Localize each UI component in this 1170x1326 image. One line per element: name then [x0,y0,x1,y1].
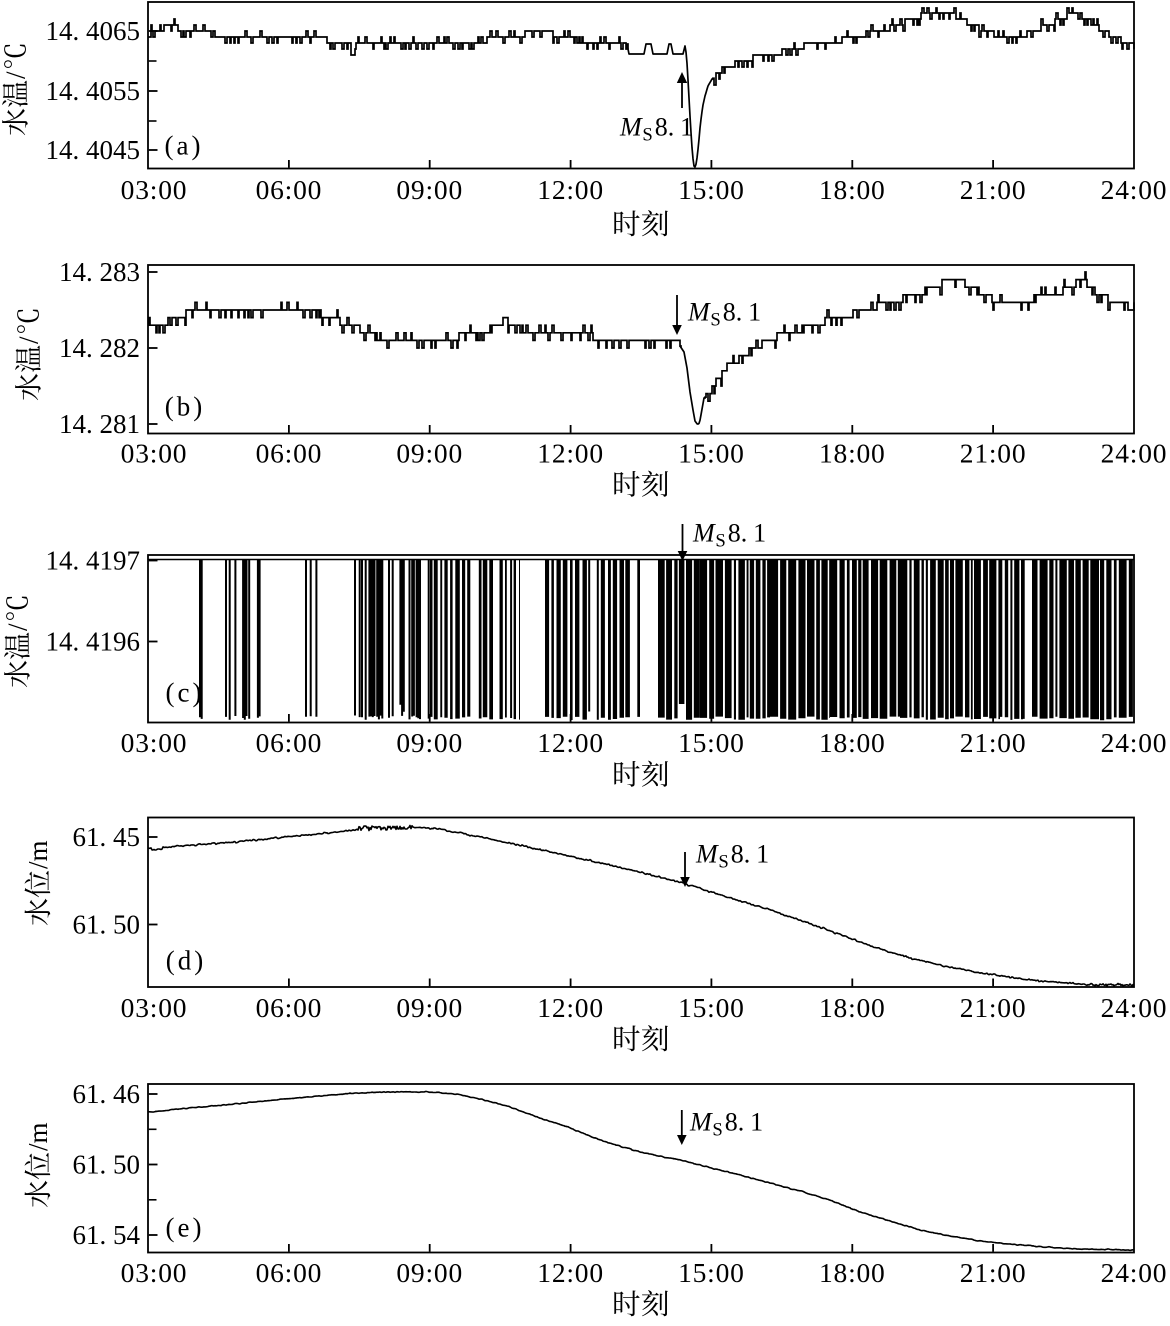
svg-text:8.: 8. [728,519,748,548]
svg-text:03:00: 03:00 [121,174,188,205]
svg-text:24:00: 24:00 [1101,1257,1168,1288]
svg-text:M: M [695,840,719,869]
svg-text:14. 4196: 14. 4196 [46,627,141,657]
svg-text:61. 54: 61. 54 [73,1220,141,1250]
svg-text:61. 46: 61. 46 [73,1079,141,1109]
svg-text:09:00: 09:00 [396,992,463,1023]
svg-text:1: 1 [748,298,761,327]
svg-text:18:00: 18:00 [819,174,886,205]
svg-text:14. 4055: 14. 4055 [46,76,141,106]
svg-text:06:00: 06:00 [256,438,323,469]
svg-text:14. 4197: 14. 4197 [46,546,141,576]
svg-text:06:00: 06:00 [256,1257,323,1288]
svg-text:/: / [14,336,44,344]
svg-text:61. 50: 61. 50 [73,1150,141,1180]
svg-text:09:00: 09:00 [396,727,463,758]
svg-text:15:00: 15:00 [678,1257,745,1288]
svg-text:(d): (d) [166,946,206,976]
svg-text:24:00: 24:00 [1101,992,1168,1023]
svg-text:03:00: 03:00 [121,727,188,758]
svg-text:M: M [689,1108,713,1137]
svg-text:(b): (b) [165,392,205,422]
svg-text:M: M [619,113,643,142]
svg-text:/m: /m [23,840,53,869]
svg-text:03:00: 03:00 [121,438,188,469]
svg-text:18:00: 18:00 [819,727,886,758]
svg-text:/: / [1,71,31,79]
svg-text:21:00: 21:00 [960,174,1027,205]
svg-text:/: / [3,623,33,631]
svg-text:09:00: 09:00 [396,438,463,469]
svg-text:8.: 8. [731,840,751,869]
svg-text:S: S [715,531,725,552]
svg-text:15:00: 15:00 [678,992,745,1023]
svg-text:(a): (a) [165,131,204,161]
svg-text:06:00: 06:00 [256,992,323,1023]
svg-text:14. 282: 14. 282 [59,333,140,363]
svg-text:24:00: 24:00 [1101,174,1168,205]
svg-text:1: 1 [753,519,766,548]
svg-text:8.: 8. [655,113,675,142]
svg-text:21:00: 21:00 [960,1257,1027,1288]
svg-text:M: M [687,298,711,327]
svg-text:18:00: 18:00 [819,992,886,1023]
svg-text:12:00: 12:00 [537,438,604,469]
svg-text:14. 4065: 14. 4065 [46,16,141,46]
svg-text:S: S [712,1120,722,1141]
svg-text:12:00: 12:00 [537,174,604,205]
svg-text:/m: /m [23,1122,53,1151]
svg-text:21:00: 21:00 [960,727,1027,758]
svg-text:8.: 8. [723,298,743,327]
svg-text:09:00: 09:00 [396,174,463,205]
svg-text:8.: 8. [725,1108,745,1137]
svg-text:09:00: 09:00 [396,1257,463,1288]
svg-text:14. 281: 14. 281 [59,409,140,439]
svg-text:1: 1 [750,1108,763,1137]
svg-text:18:00: 18:00 [819,438,886,469]
svg-text:15:00: 15:00 [678,174,745,205]
svg-text:14. 4045: 14. 4045 [46,135,141,165]
svg-text:1: 1 [756,840,769,869]
svg-text:12:00: 12:00 [537,992,604,1023]
svg-text:18:00: 18:00 [819,1257,886,1288]
svg-text:12:00: 12:00 [537,1257,604,1288]
svg-text:15:00: 15:00 [678,438,745,469]
svg-text:S: S [710,310,720,331]
svg-text:S: S [718,852,728,873]
svg-text:03:00: 03:00 [121,992,188,1023]
svg-text:S: S [642,125,652,146]
svg-text:(e): (e) [166,1213,205,1243]
svg-text:03:00: 03:00 [121,1257,188,1288]
svg-text:12:00: 12:00 [537,727,604,758]
svg-text:24:00: 24:00 [1101,727,1168,758]
svg-text:14. 283: 14. 283 [59,257,140,287]
svg-text:06:00: 06:00 [256,174,323,205]
svg-text:61. 45: 61. 45 [73,822,141,852]
svg-text:21:00: 21:00 [960,992,1027,1023]
svg-text:61. 50: 61. 50 [73,910,141,940]
svg-text:(c): (c) [166,678,205,708]
svg-text:21:00: 21:00 [960,438,1027,469]
svg-text:06:00: 06:00 [256,727,323,758]
svg-text:24:00: 24:00 [1101,438,1168,469]
svg-text:15:00: 15:00 [678,727,745,758]
svg-text:M: M [692,519,716,548]
